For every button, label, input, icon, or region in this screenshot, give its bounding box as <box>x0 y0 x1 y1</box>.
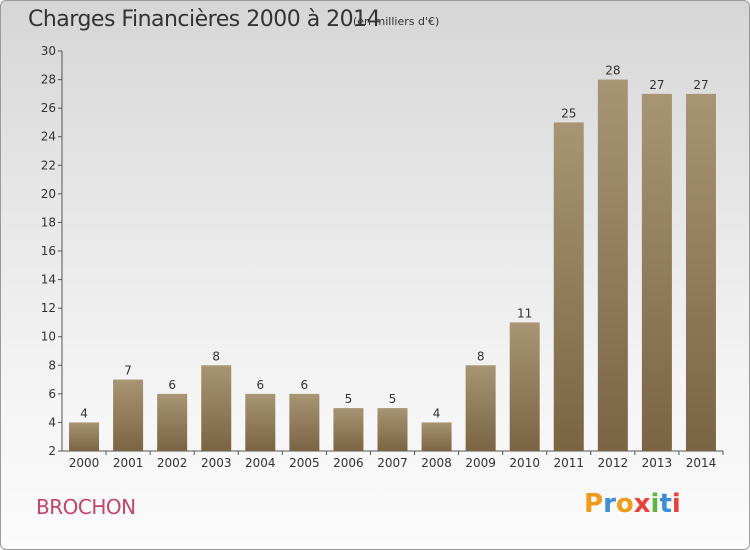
bar <box>597 79 628 452</box>
y-tick-label: 22 <box>41 158 56 172</box>
x-tick-label: 2000 <box>69 456 100 470</box>
bar <box>333 408 364 451</box>
y-tick-label: 24 <box>41 130 56 144</box>
x-tick-label: 2006 <box>333 456 364 470</box>
chart-unit: (en milliers d'€) <box>353 15 440 28</box>
bar <box>685 93 716 451</box>
bar-value-label: 27 <box>649 78 664 92</box>
commune-name: BROCHON <box>36 495 136 519</box>
logo-letter: r <box>603 489 616 519</box>
bar-value-label: 8 <box>212 349 220 363</box>
bar-value-label: 6 <box>301 378 309 392</box>
y-tick-label: 10 <box>41 330 56 344</box>
logo-letter: P <box>584 489 604 519</box>
proxiti-logo[interactable]: Proxiti <box>584 489 681 519</box>
x-tick-label: 2004 <box>245 456 276 470</box>
bar <box>553 122 584 451</box>
x-tick-label: 2014 <box>686 456 717 470</box>
y-tick-label: 26 <box>41 101 56 115</box>
y-tick-label: 6 <box>48 387 56 401</box>
bar-value-label: 25 <box>561 106 576 120</box>
chart-title: Charges Financières 2000 à 2014 <box>28 7 381 32</box>
bar-value-label: 5 <box>389 392 397 406</box>
bar <box>377 408 408 451</box>
y-tick-label: 30 <box>41 44 56 58</box>
bar <box>421 422 452 451</box>
logo-letter: i <box>650 489 660 519</box>
bar <box>201 365 232 451</box>
bar-value-label: 11 <box>517 306 532 320</box>
logo-letter: o <box>615 489 634 519</box>
y-tick-label: 2 <box>48 444 56 458</box>
bar <box>289 393 320 451</box>
y-tick-label: 16 <box>41 244 56 258</box>
x-tick-label: 2012 <box>598 456 629 470</box>
x-tick-label: 2010 <box>509 456 540 470</box>
x-tick-label: 2008 <box>421 456 452 470</box>
logo-letter: i <box>671 489 681 519</box>
bar <box>641 93 672 451</box>
x-tick-label: 2009 <box>465 456 496 470</box>
x-tick-label: 2013 <box>642 456 673 470</box>
bar-value-label: 8 <box>477 349 485 363</box>
bar <box>113 379 144 451</box>
y-tick-label: 14 <box>41 273 56 287</box>
y-tick-label: 4 <box>48 415 56 429</box>
y-tick-label: 20 <box>41 187 56 201</box>
bar-value-label: 27 <box>693 78 708 92</box>
bar <box>69 422 100 451</box>
x-tick-label: 2011 <box>553 456 584 470</box>
bar <box>245 393 276 451</box>
bar <box>157 393 188 451</box>
x-tick-label: 2003 <box>201 456 232 470</box>
y-tick-label: 8 <box>48 358 56 372</box>
y-tick-label: 18 <box>41 215 56 229</box>
logo-letter: t <box>659 489 672 519</box>
logo-letter: x <box>633 489 651 519</box>
bar-value-label: 4 <box>433 406 441 420</box>
bar <box>509 322 540 451</box>
y-tick-label: 12 <box>41 301 56 315</box>
x-tick-label: 2002 <box>157 456 188 470</box>
bar-value-label: 7 <box>124 364 132 378</box>
y-tick-label: 28 <box>41 73 56 87</box>
bar-value-label: 4 <box>80 406 88 420</box>
bar-value-label: 6 <box>168 378 176 392</box>
bars <box>69 79 716 452</box>
value-labels: 4 7 6 8 6 6 5 5 4 8 11 25 28 27 27 <box>80 64 708 421</box>
bar-value-label: 5 <box>345 392 353 406</box>
x-tick-label: 2001 <box>113 456 144 470</box>
bar-value-label: 28 <box>605 64 620 78</box>
bar-value-label: 6 <box>256 378 264 392</box>
bar <box>465 365 496 451</box>
x-tick-label: 2005 <box>289 456 320 470</box>
x-tick-label: 2007 <box>377 456 408 470</box>
